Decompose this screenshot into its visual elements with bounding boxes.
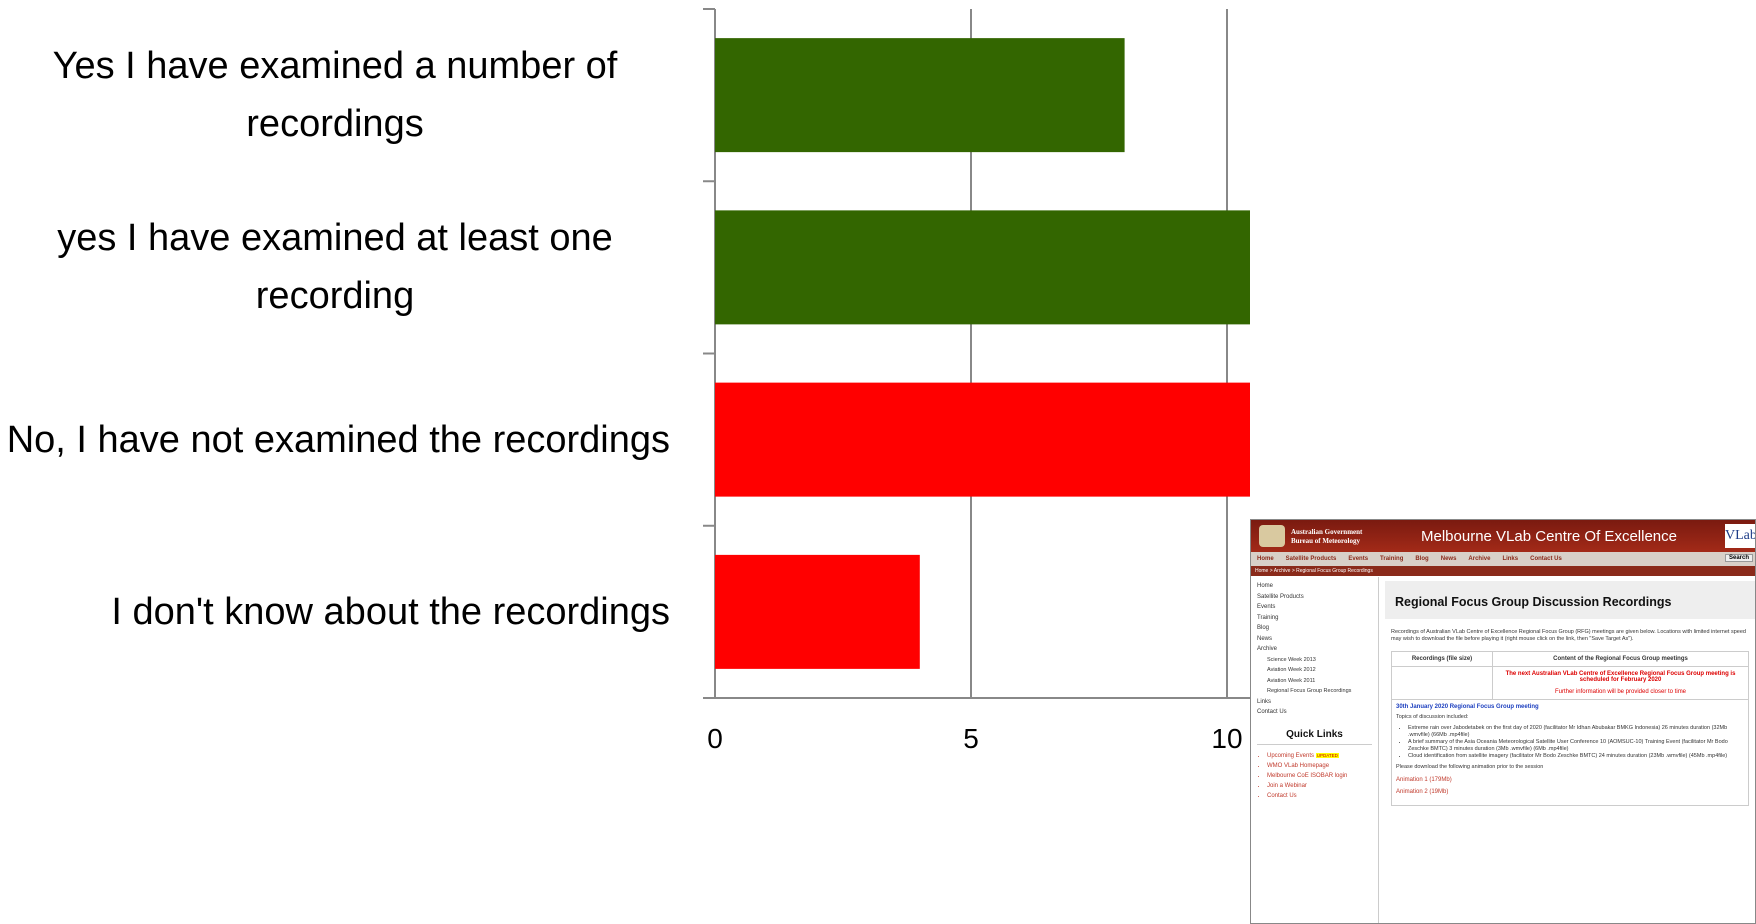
main-content: Regional Focus Group Discussion Recordin… [1385,577,1755,923]
head-cell: Content of the Regional Focus Group meet… [1553,656,1688,662]
bar [715,382,1250,497]
sidebar-link[interactable]: Training [1257,614,1279,621]
topic-item: A brief summary of the Asia Oceania Mete… [1408,739,1744,753]
nav-link[interactable]: Archive [1468,556,1491,562]
bureau: Bureau of Meteorology [1291,537,1360,545]
notice: The next Australian VLab Centre of Excel… [1505,671,1736,683]
nav-link[interactable]: News [1440,556,1457,562]
category-label-box: I don't know about the recordings [0,542,670,682]
x-tick-label: 0 [707,723,723,754]
animation-link[interactable]: Animation 1 (179Mb) [1396,777,1452,783]
search-button[interactable]: Search [1724,554,1753,562]
quick-link[interactable]: Upcoming Events UPDATED [1267,751,1372,761]
sidebar-link[interactable]: Links [1257,698,1272,705]
sidebar-sublink[interactable]: Regional Focus Group Recordings [1267,688,1352,694]
quick-link[interactable]: Melbourne CoE ISOBAR login [1267,771,1372,781]
bar [715,38,1125,153]
sidebar-link[interactable]: Blog [1257,625,1270,631]
sidebar-link[interactable]: News [1257,635,1273,642]
topic-list: Extreme rain over Jabodetabek on the fir… [1396,725,1744,760]
download-note: Please download the following animation … [1396,764,1544,770]
quick-links: Upcoming Events UPDATEDWMO VLab Homepage… [1257,751,1372,801]
nav-link[interactable]: Events [1348,556,1369,562]
breadcrumb: Home > Archive > Regional Focus Group Re… [1251,566,1755,576]
nav-link[interactable]: Training [1380,556,1404,562]
quick-links-title: Quick Links [1257,729,1372,745]
nav-link[interactable]: Links [1502,556,1519,562]
quick-link[interactable]: Contact Us [1267,791,1372,801]
logo: VLab [1725,524,1755,548]
sidebar-sublink[interactable]: Aviation Week 2012 [1267,667,1316,673]
y-tick-label: No, I have not examined the recordings [6,418,670,461]
animation-link[interactable]: Animation 2 (19Mb) [1396,789,1449,795]
site-header: Australian Government Bureau of Meteorolo… [1251,520,1755,552]
topic-item: Cloud identification from satellite imag… [1408,753,1744,760]
nav-link[interactable]: Contact Us [1530,556,1562,562]
y-tick-label: Yes I have examined a number of recordin… [52,45,618,146]
head-cell: Recordings (file size) [1392,652,1493,666]
recordings-table: Recordings (file size) Content of the Re… [1391,651,1749,806]
sidebar-link[interactable]: Satellite Products [1257,593,1304,600]
topic-item: Extreme rain over Jabodetabek on the fir… [1408,725,1744,739]
category-label-box: yes I have examined at least one recordi… [0,197,670,337]
crest [1259,525,1285,547]
website-screenshot: Australian Government Bureau of Meteorolo… [1250,519,1756,924]
gov-text: Australian Government Bureau of Meteorolo… [1291,528,1362,546]
sidebar-link[interactable]: Contact Us [1257,709,1287,715]
notice-row: The next Australian VLab Centre of Excel… [1392,667,1748,700]
x-tick-label: 10 [1211,723,1242,754]
nav-bar: Home Satellite Products Events Training Blog… [1251,552,1755,566]
intro: Recordings of Australian VLab Centre of … [1391,629,1746,642]
sidebar: Home Satellite Products Events Training Blog… [1251,577,1379,923]
y-tick-label: yes I have examined at least one recordi… [57,217,613,318]
heading: Regional Focus Group Discussion Recordin… [1385,581,1755,619]
sidebar-sublink[interactable]: Science Week 2013 [1267,656,1316,663]
gov: Australian Government [1291,528,1363,536]
category-label-box: No, I have not examined the recordings [0,370,670,510]
cell: The next Australian VLab Centre of Excel… [1493,667,1748,699]
y-tick-label: I don't know about the recordings [111,590,670,633]
sidebar-sublink[interactable]: Aviation Week 2011 [1267,677,1316,684]
updated-badge: UPDATED [1315,753,1339,758]
x-tick-label: 5 [963,723,979,754]
nav-link[interactable]: Satellite Products [1285,556,1337,562]
sidebar-link[interactable]: Home [1257,583,1274,589]
bar [715,554,920,669]
meeting-block: 30th January 2020 Regional Focus Group m… [1392,700,1748,805]
topics: Topics of discussion included: [1396,714,1469,720]
nav-link[interactable]: Home [1257,556,1274,562]
category-label-box: Yes I have examined a number of recordin… [0,25,670,165]
nav-link[interactable]: Blog [1415,556,1429,562]
bar [715,210,1250,325]
table-head: Recordings (file size) Content of the Re… [1392,652,1748,667]
chart: 051015 [703,8,1250,754]
sidebar-link[interactable]: Events [1257,604,1276,610]
meeting-title[interactable]: 30th January 2020 Regional Focus Group m… [1396,704,1539,710]
site-title: Melbourne VLab Centre Of Excellence [1421,528,1677,545]
sidebar-link[interactable]: Archive [1257,646,1278,652]
quick-link[interactable]: WMO VLab Homepage [1267,761,1372,771]
quick-link[interactable]: Join a Webinar [1267,781,1372,791]
cell [1392,667,1493,699]
notice-sub: Further information will be provided clo… [1554,689,1687,695]
